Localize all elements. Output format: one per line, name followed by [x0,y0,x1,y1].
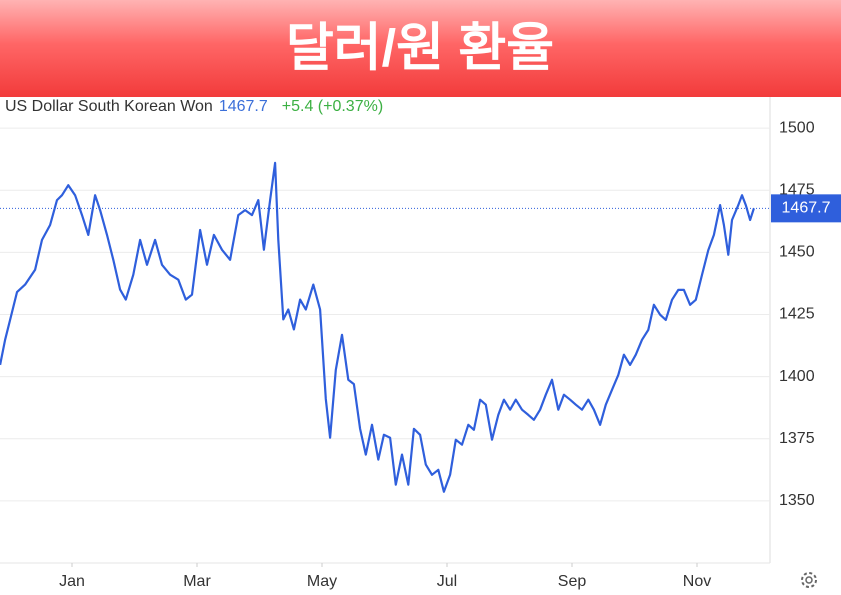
settings-icon[interactable] [801,572,817,588]
last-value-label: 1467.7 [782,200,831,217]
price-line [0,161,755,493]
chart-title: 달러/원 환율 [286,20,554,78]
instrument-name: US Dollar South Korean Won [5,98,213,115]
y-tick-label: 1400 [779,368,815,385]
x-tick-label: Nov [683,573,711,590]
y-tick-label: 1500 [779,119,815,136]
x-tick-label: Jul [437,573,457,590]
y-tick-label: 1425 [779,306,815,323]
last-value-tag [771,194,841,223]
title-banner [0,0,841,97]
y-tick-label: 1475 [779,181,815,198]
price-change: +5.4 (+0.37%) [282,98,383,115]
y-tick-label: 1350 [779,492,815,509]
last-price: 1467.7 [219,98,268,115]
x-tick-label: May [307,573,337,590]
y-tick-label: 1450 [779,244,815,261]
y-tick-label: 1375 [779,430,815,447]
subtitle: US Dollar South Korean Won 1467.7 +5.4 (+0… [5,98,383,115]
x-tick-label: Mar [183,573,211,590]
x-tick-label: Sep [558,573,587,590]
x-tick-label: Jan [59,573,85,590]
